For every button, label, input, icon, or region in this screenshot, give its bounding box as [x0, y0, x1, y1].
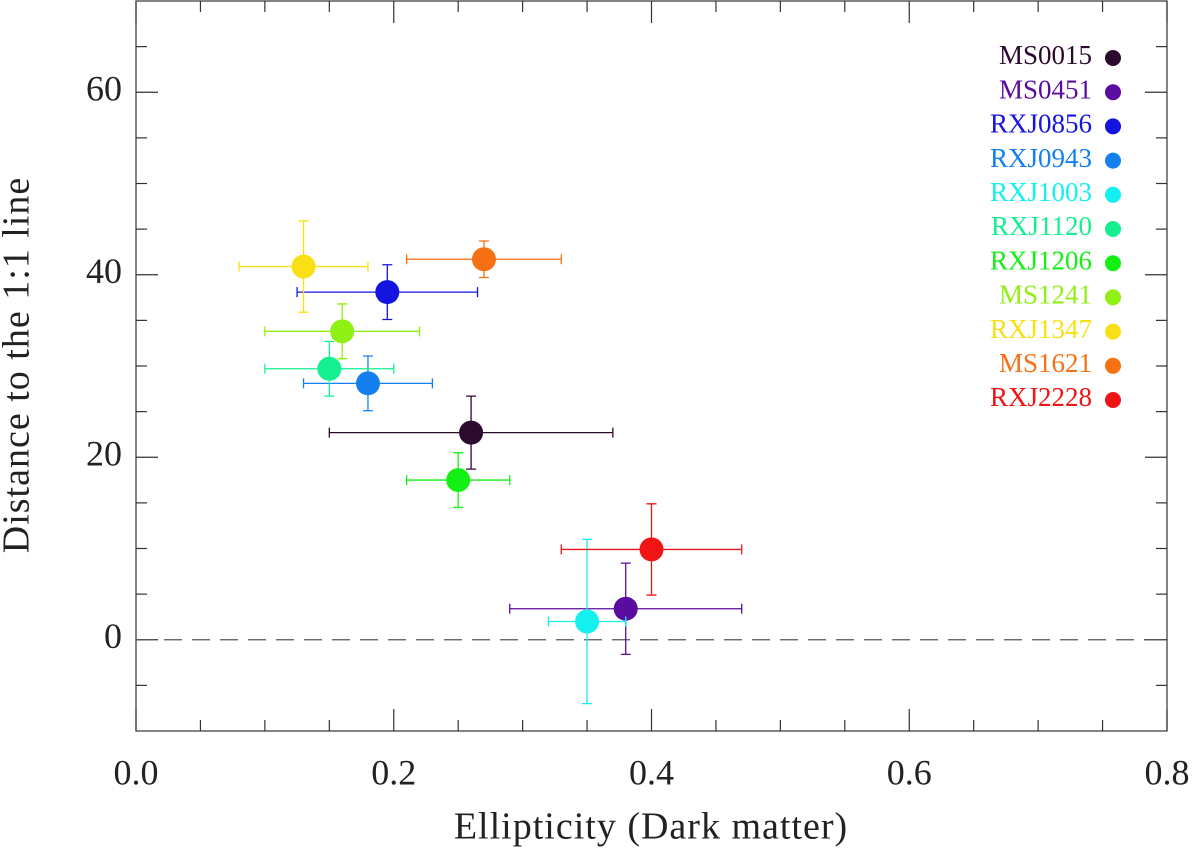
- legend-marker: [1105, 289, 1121, 306]
- x-axis-label: Ellipticity (Dark matter): [454, 806, 848, 848]
- x-tick-label: 0.6: [887, 752, 932, 792]
- x-tick-label: 0.4: [629, 752, 674, 792]
- legend-marker: [1105, 186, 1121, 203]
- point: [330, 319, 355, 344]
- point: [291, 254, 316, 279]
- point: [471, 247, 496, 272]
- x-tick-label: 0.8: [1145, 752, 1190, 792]
- point: [355, 371, 380, 396]
- legend-label: MS1241: [999, 280, 1092, 310]
- legend-marker: [1105, 221, 1121, 237]
- legend-label: RXJ1206: [990, 245, 1092, 275]
- legend-label: MS1621: [999, 348, 1092, 378]
- legend-label: RXJ0856: [990, 109, 1092, 139]
- x-tick-label: 0.0: [114, 752, 159, 792]
- point: [317, 356, 342, 381]
- point: [613, 596, 638, 621]
- y-tick-label: 40: [86, 251, 122, 291]
- legend-marker: [1105, 392, 1121, 408]
- point: [459, 420, 484, 445]
- y-axis-label: Distance to the 1:1 line: [0, 177, 38, 553]
- legend-label: RXJ1347: [990, 314, 1092, 344]
- legend-marker: [1105, 323, 1121, 340]
- legend-marker: [1105, 50, 1121, 66]
- legend-label: RXJ0943: [990, 143, 1092, 173]
- y-tick-label: 60: [86, 69, 122, 109]
- legend-label: RXJ1120: [991, 211, 1092, 241]
- x-tick-label: 0.2: [371, 752, 416, 792]
- point: [639, 537, 664, 562]
- legend-label: RXJ1003: [990, 177, 1092, 207]
- point: [575, 609, 600, 634]
- legend-marker: [1105, 357, 1121, 374]
- legend-marker: [1105, 118, 1121, 135]
- point: [446, 468, 471, 493]
- y-tick-label: 0: [104, 616, 122, 656]
- legend-marker: [1105, 255, 1121, 272]
- legend-label: MS0451: [999, 74, 1092, 104]
- legend-marker: [1105, 152, 1121, 169]
- point: [375, 280, 400, 305]
- y-tick-label: 20: [86, 434, 122, 474]
- legend-label: MS0015: [999, 40, 1092, 70]
- legend-marker: [1105, 84, 1121, 101]
- legend-label: RXJ2228: [990, 382, 1092, 412]
